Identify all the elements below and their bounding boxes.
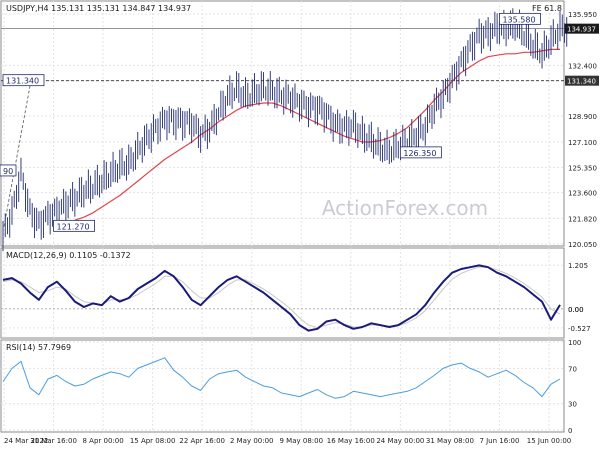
watermark: ActionForex.com xyxy=(322,196,488,220)
annotation-box xyxy=(399,146,442,159)
price-tag-support xyxy=(565,75,599,86)
x-tick-label: 7 Jun 16:00 xyxy=(479,437,519,445)
y-tick-label-price: 132.400 xyxy=(568,62,597,70)
price-annotations: 135.580 131.340 126.350 121.270 90 xyxy=(0,12,541,232)
x-tick-label: 31 Mar 16:00 xyxy=(30,437,77,445)
x-tick-label: 31 May 08:00 xyxy=(426,437,474,445)
y-tick-label-price: 123.600 xyxy=(568,190,597,198)
y-tick-label-rsi: 70 xyxy=(568,365,577,373)
y-tick-label-price: 125.350 xyxy=(568,164,597,172)
y-axis-ticks: 135.950 134.937 132.400 131.340 128.900 127.1… xyxy=(565,11,599,435)
x-tick-label: 22 Apr 16:00 xyxy=(179,437,225,445)
macd-line xyxy=(2,264,561,332)
annotation-label: 121.270 xyxy=(57,222,90,231)
price-tag-label-current: 134.937 xyxy=(567,26,596,34)
y-tick-label-price: 121.820 xyxy=(568,215,597,223)
x-tick-label: 9 May 08:00 xyxy=(279,437,323,445)
annotation-label: 131.340 xyxy=(6,77,39,86)
y-tick-label-macd: 0.00 xyxy=(568,306,584,314)
rsi-title: RSI(14) 57.7969 xyxy=(6,343,71,352)
y-tick-label-price: 135.950 xyxy=(568,11,597,19)
y-tick-label-macd: 0.00 xyxy=(568,306,584,314)
y-tick-label-price: 128.900 xyxy=(568,113,597,121)
macd-panel-frame xyxy=(0,247,565,339)
annotation-label: 90 xyxy=(3,167,13,176)
rsi-line xyxy=(2,357,561,399)
x-tick-label: 8 Apr 00:00 xyxy=(82,437,123,445)
macd-title: MACD(12,26,9) 0.1105 -0.1372 xyxy=(6,251,131,260)
annotation-box xyxy=(499,12,541,25)
price-tag-label-support: 131.340 xyxy=(567,78,596,86)
x-tick-label: 16 May 16:00 xyxy=(327,437,375,445)
y-tick-label-price: 127.100 xyxy=(568,139,597,147)
y-tick-label-rsi: 0 xyxy=(568,427,572,435)
y-tick-label-macd: 1.205 xyxy=(568,262,588,270)
y-tick-label-rsi: 100 xyxy=(568,339,581,347)
annotation-box xyxy=(53,219,95,232)
annotation-label: 126.350 xyxy=(403,149,436,158)
x-tick-label: 15 Apr 08:00 xyxy=(130,437,176,445)
x-tick-label: 24 May 00:00 xyxy=(376,437,424,445)
x-tick-label: 24 Mar 2022 xyxy=(4,437,48,445)
annotation-label: 135.580 xyxy=(502,15,535,24)
symbol-header: USDJPY,H4 135.131 135.131 134.847 134.93… xyxy=(6,4,191,13)
y-tick-label-price: 120.050 xyxy=(568,241,597,249)
y-tick-label-macd: -0.527 xyxy=(568,325,591,333)
y-tick-label-rsi: 30 xyxy=(568,401,577,409)
price-tag-current xyxy=(565,23,599,34)
annotation-box xyxy=(2,74,45,87)
x-tick-label: 15 Jun 00:00 xyxy=(527,437,571,445)
rsi-panel-frame xyxy=(0,339,565,433)
annotation-box xyxy=(0,164,17,177)
x-tick-label: 2 May 00:00 xyxy=(230,437,274,445)
fib-label: FE 61.8 xyxy=(532,4,562,13)
